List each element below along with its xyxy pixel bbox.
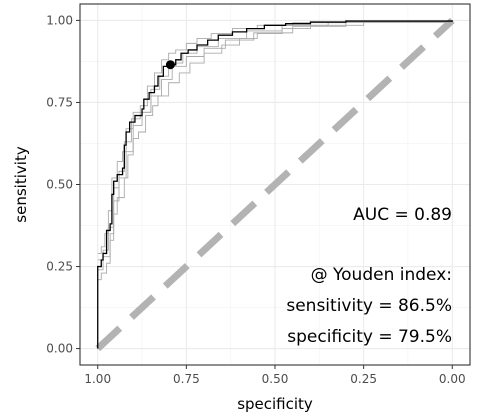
auc-annotation: AUC = 0.89 <box>353 205 452 225</box>
y-tick-label: 0.00 <box>46 342 73 356</box>
x-tick-label: 0.00 <box>439 372 466 386</box>
bootstrap-curves-layer <box>97 20 453 281</box>
roc-curve-line <box>97 20 453 349</box>
reference-diagonal-line <box>95 17 455 352</box>
x-tick-label: 0.50 <box>262 372 289 386</box>
y-tick-label: 0.25 <box>46 260 73 274</box>
axis-layer: 0.00 0.25 0.50 0.75 1.00 1.00 0.75 0.50 0.25 0.00 <box>46 13 465 386</box>
y-tick-label: 0.75 <box>46 95 73 109</box>
x-tick-label: 1.00 <box>84 372 111 386</box>
y-tick-label: 1.00 <box>46 13 73 27</box>
youden-title-annotation: @ Youden index: <box>311 265 452 285</box>
x-tick-label: 0.25 <box>350 372 377 386</box>
youden-point-marker <box>165 60 175 70</box>
x-axis-title: specificity <box>237 395 313 413</box>
youden-point-layer <box>165 60 175 70</box>
roc-curve-layer <box>97 20 453 349</box>
youden-specificity-annotation: specificity = 79.5% <box>287 327 452 347</box>
bootstrap-mid-2-line <box>97 20 453 271</box>
y-axis-title: sensitivity <box>12 146 30 223</box>
y-tick-label: 0.50 <box>46 178 73 192</box>
youden-sensitivity-annotation: sensitivity = 86.5% <box>286 296 452 316</box>
reference-line-layer <box>95 17 455 352</box>
x-tick-label: 0.75 <box>173 372 200 386</box>
